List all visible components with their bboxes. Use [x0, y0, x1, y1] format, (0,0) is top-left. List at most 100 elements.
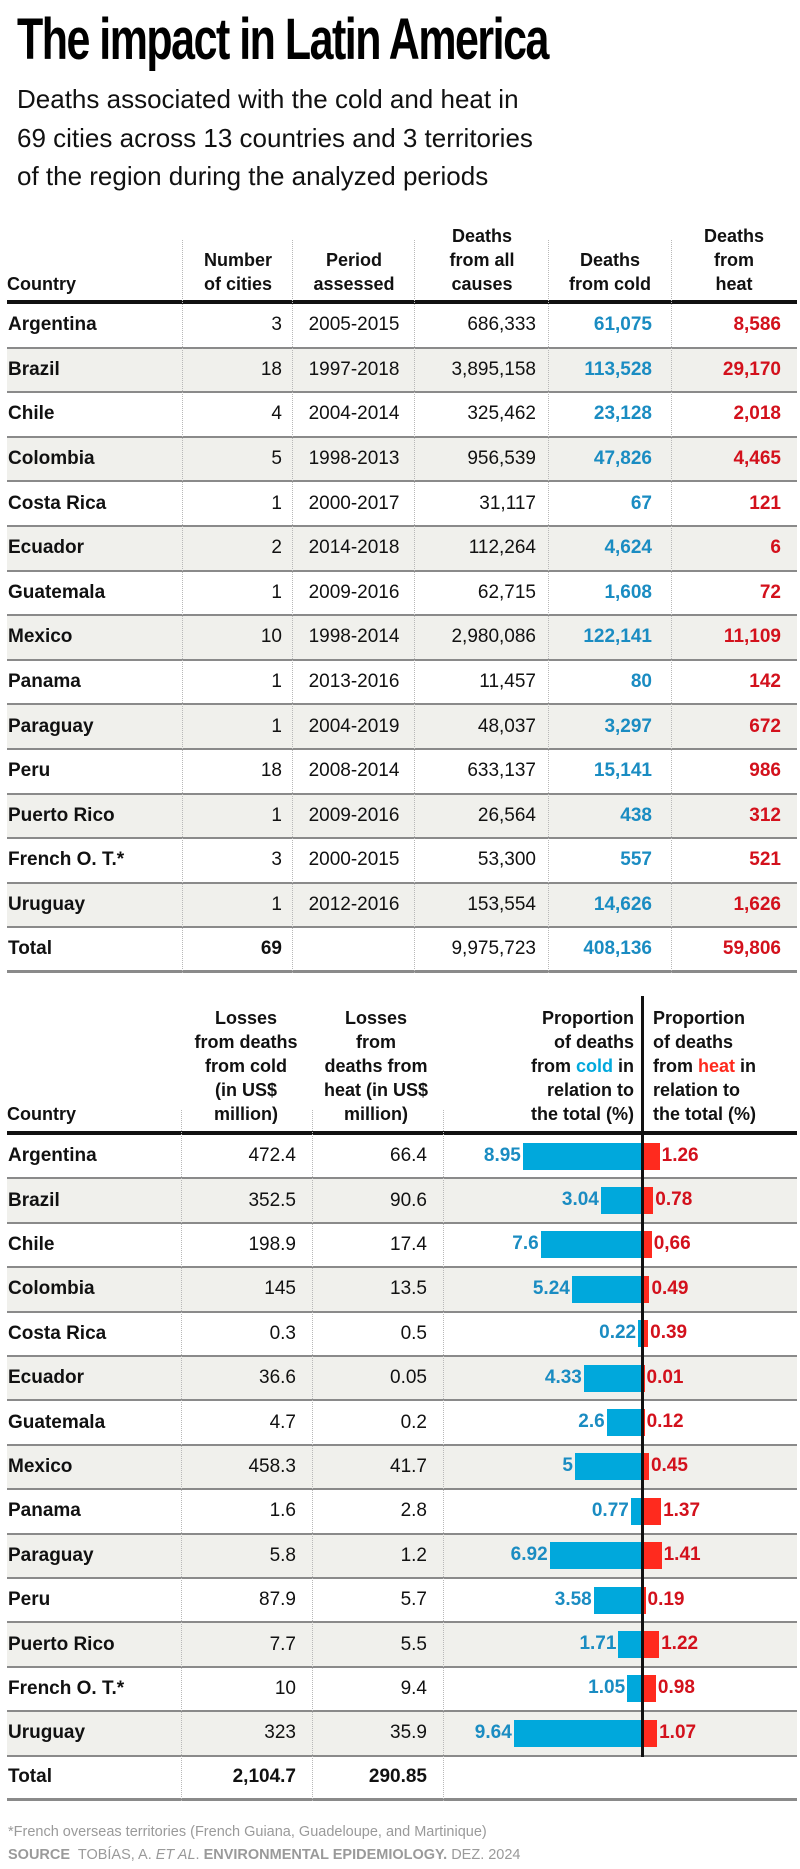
cell-all: 53,300 — [477, 849, 536, 871]
cell-heat: 312 — [749, 804, 781, 826]
table-row: Argentina 3 2005-2015 686,333 61,075 8,586 — [7, 304, 797, 349]
cell-cities: 69 — [260, 938, 282, 960]
table-row: Ecuador 36.6 0.05 4.33 0.01 — [7, 1357, 797, 1402]
footnote: *French overseas territories (French Gui… — [8, 1824, 487, 1840]
cell-country: Panama — [8, 1500, 81, 1522]
cell-all: 2,980,086 — [451, 626, 536, 648]
cold-value-label: 3.58 — [554, 1588, 592, 1610]
table-row: Panama 1 2013-2016 11,457 80 142 — [7, 661, 797, 706]
cell-all: 26,564 — [477, 804, 536, 826]
cell-loss-cold: 7.7 — [269, 1633, 296, 1655]
cell-country: Total — [8, 1766, 52, 1788]
table-row: Guatemala 4.7 0.2 2.6 0.12 — [7, 1401, 797, 1446]
heat-value-label: 1.37 — [663, 1499, 701, 1521]
cold-bar — [513, 1719, 641, 1747]
heat-bar — [643, 1586, 646, 1614]
cell-cold: 14,626 — [593, 894, 652, 916]
cold-bar — [627, 1675, 641, 1703]
cell-heat: 121 — [749, 492, 781, 514]
cell-loss-heat: 5.7 — [400, 1589, 427, 1611]
header-heat: Deaths from heat — [703, 226, 765, 294]
heat-value-label: 1.41 — [663, 1544, 701, 1566]
cell-heat: 4,465 — [733, 448, 781, 470]
cell-loss-heat: 1.2 — [400, 1544, 427, 1566]
cold-value-label: 8.95 — [483, 1144, 521, 1166]
cell-cities: 3 — [271, 849, 282, 871]
table-row: Costa Rica 0.3 0.5 0.22 0.39 — [7, 1313, 797, 1357]
cell-loss-cold: 198.9 — [248, 1233, 296, 1255]
cell-heat: 2,018 — [733, 403, 781, 425]
bar-axis — [641, 996, 644, 1757]
cold-bar — [606, 1409, 641, 1437]
cell-cold: 408,136 — [583, 938, 652, 960]
cell-country: Paraguay — [8, 715, 94, 737]
cell-cities: 1 — [271, 581, 282, 603]
table-row: Colombia 5 1998-2013 956,539 47,826 4,465 — [7, 437, 797, 483]
cell-country: Ecuador — [8, 537, 85, 559]
cold-value-label: 1.71 — [579, 1633, 617, 1655]
cell-period: 2000-2015 — [308, 849, 400, 871]
cell-loss-cold: 2,104.7 — [232, 1766, 296, 1788]
subtitle: Deaths associated with the cold and heat… — [17, 80, 717, 196]
heat-bar — [643, 1631, 660, 1659]
cell-country: Total — [8, 938, 52, 960]
cell-country: Costa Rica — [8, 492, 107, 514]
cell-cold: 3,297 — [604, 715, 652, 737]
cell-loss-cold: 472.4 — [248, 1145, 296, 1167]
cell-loss-cold: 87.9 — [259, 1589, 296, 1611]
heat-value-label: 0.49 — [651, 1277, 689, 1299]
subtitle-line: 69 cities across 13 countries and 3 terr… — [17, 122, 533, 153]
cell-country: French O. T.* — [8, 1677, 125, 1699]
header-all-causes: Deaths from all causes — [449, 226, 515, 294]
table-row: Paraguay 5.8 1.2 6.92 1.41 — [7, 1534, 797, 1579]
cold-bar — [630, 1497, 641, 1525]
cell-country: Peru — [8, 760, 51, 782]
cell-country: Ecuador — [8, 1367, 85, 1389]
cell-period: 2009-2016 — [308, 581, 400, 603]
subtitle-line: Deaths associated with the cold and heat… — [17, 84, 519, 114]
table-row: Brazil 18 1997-2018 3,895,158 113,528 29,170 — [7, 348, 797, 394]
source-etal: ET AL — [155, 1847, 196, 1863]
header-rule — [7, 1131, 797, 1135]
cell-country: Brazil — [8, 358, 60, 380]
header-loss-heat: Losses from deaths from heat (in US$ million… — [323, 1008, 429, 1124]
cold-bar — [618, 1631, 641, 1659]
cell-heat: 672 — [749, 715, 781, 737]
table-row: Argentina 472.4 66.4 8.95 1.26 — [7, 1135, 797, 1180]
cell-heat: 986 — [749, 760, 781, 782]
cell-country: Puerto Rico — [8, 804, 115, 826]
cell-all: 3,895,158 — [451, 358, 536, 380]
cell-country: Peru — [8, 1589, 51, 1611]
cell-period: 2013-2016 — [308, 671, 400, 693]
cell-cold: 122,141 — [583, 626, 652, 648]
cold-bar — [638, 1320, 641, 1348]
cell-all: 325,462 — [467, 403, 536, 425]
cell-period: 2008-2014 — [308, 760, 400, 782]
cell-loss-cold: 0.3 — [269, 1322, 296, 1344]
header-cities: Number of cities — [203, 250, 273, 294]
cold-value-label: 5.24 — [532, 1277, 570, 1299]
source-label: SOURCE — [8, 1847, 71, 1863]
column-divider — [181, 1110, 182, 1801]
cell-all: 956,539 — [467, 448, 536, 470]
cell-heat: 11,109 — [723, 626, 781, 648]
column-divider — [182, 240, 183, 973]
cell-country: Mexico — [8, 1455, 73, 1477]
cell-all: 62,715 — [477, 581, 536, 603]
cell-loss-heat: 13.5 — [390, 1278, 427, 1300]
cold-value-label: 0.77 — [591, 1499, 629, 1521]
table-row: Brazil 352.5 90.6 3.04 0.78 — [7, 1179, 797, 1224]
subtitle-line: of the region during the analyzed period… — [17, 161, 489, 191]
cell-heat: 521 — [749, 849, 781, 871]
cell-loss-heat: 90.6 — [390, 1189, 427, 1211]
heat-value-label: 0.01 — [646, 1366, 684, 1388]
cell-cities: 1 — [271, 715, 282, 737]
table-row: French O. T.* 3 2000-2015 53,300 557 521 — [7, 839, 797, 884]
heat-value-label: 0.39 — [650, 1322, 688, 1344]
cell-loss-heat: 41.7 — [390, 1455, 427, 1477]
source-line: SOURCE TOBÍAS, A. ET AL. ENVIRONMENTAL E… — [8, 1847, 521, 1863]
cell-country: Guatemala — [8, 1411, 106, 1433]
header-prop-cold: Proportion of deaths from cold in relati… — [530, 1008, 634, 1124]
heat-value-label: 0.78 — [655, 1189, 693, 1211]
heat-bar — [643, 1542, 662, 1570]
